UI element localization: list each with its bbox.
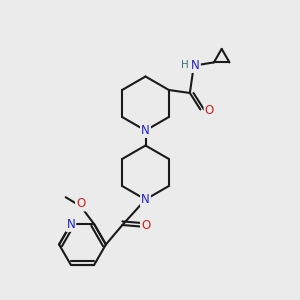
Text: N: N (141, 193, 150, 206)
Text: N: N (141, 193, 150, 206)
Text: O: O (76, 197, 85, 210)
Text: O: O (141, 219, 150, 232)
Text: N: N (141, 124, 150, 137)
Text: N: N (66, 218, 75, 231)
Text: O: O (205, 104, 214, 118)
Text: O: O (141, 219, 150, 232)
Text: N: N (191, 59, 200, 72)
Text: N: N (66, 218, 75, 231)
Text: O: O (205, 104, 214, 118)
Text: N: N (191, 59, 200, 72)
Text: O: O (76, 197, 85, 210)
Text: H: H (181, 60, 188, 70)
Text: N: N (141, 124, 150, 137)
Text: H: H (181, 60, 188, 70)
